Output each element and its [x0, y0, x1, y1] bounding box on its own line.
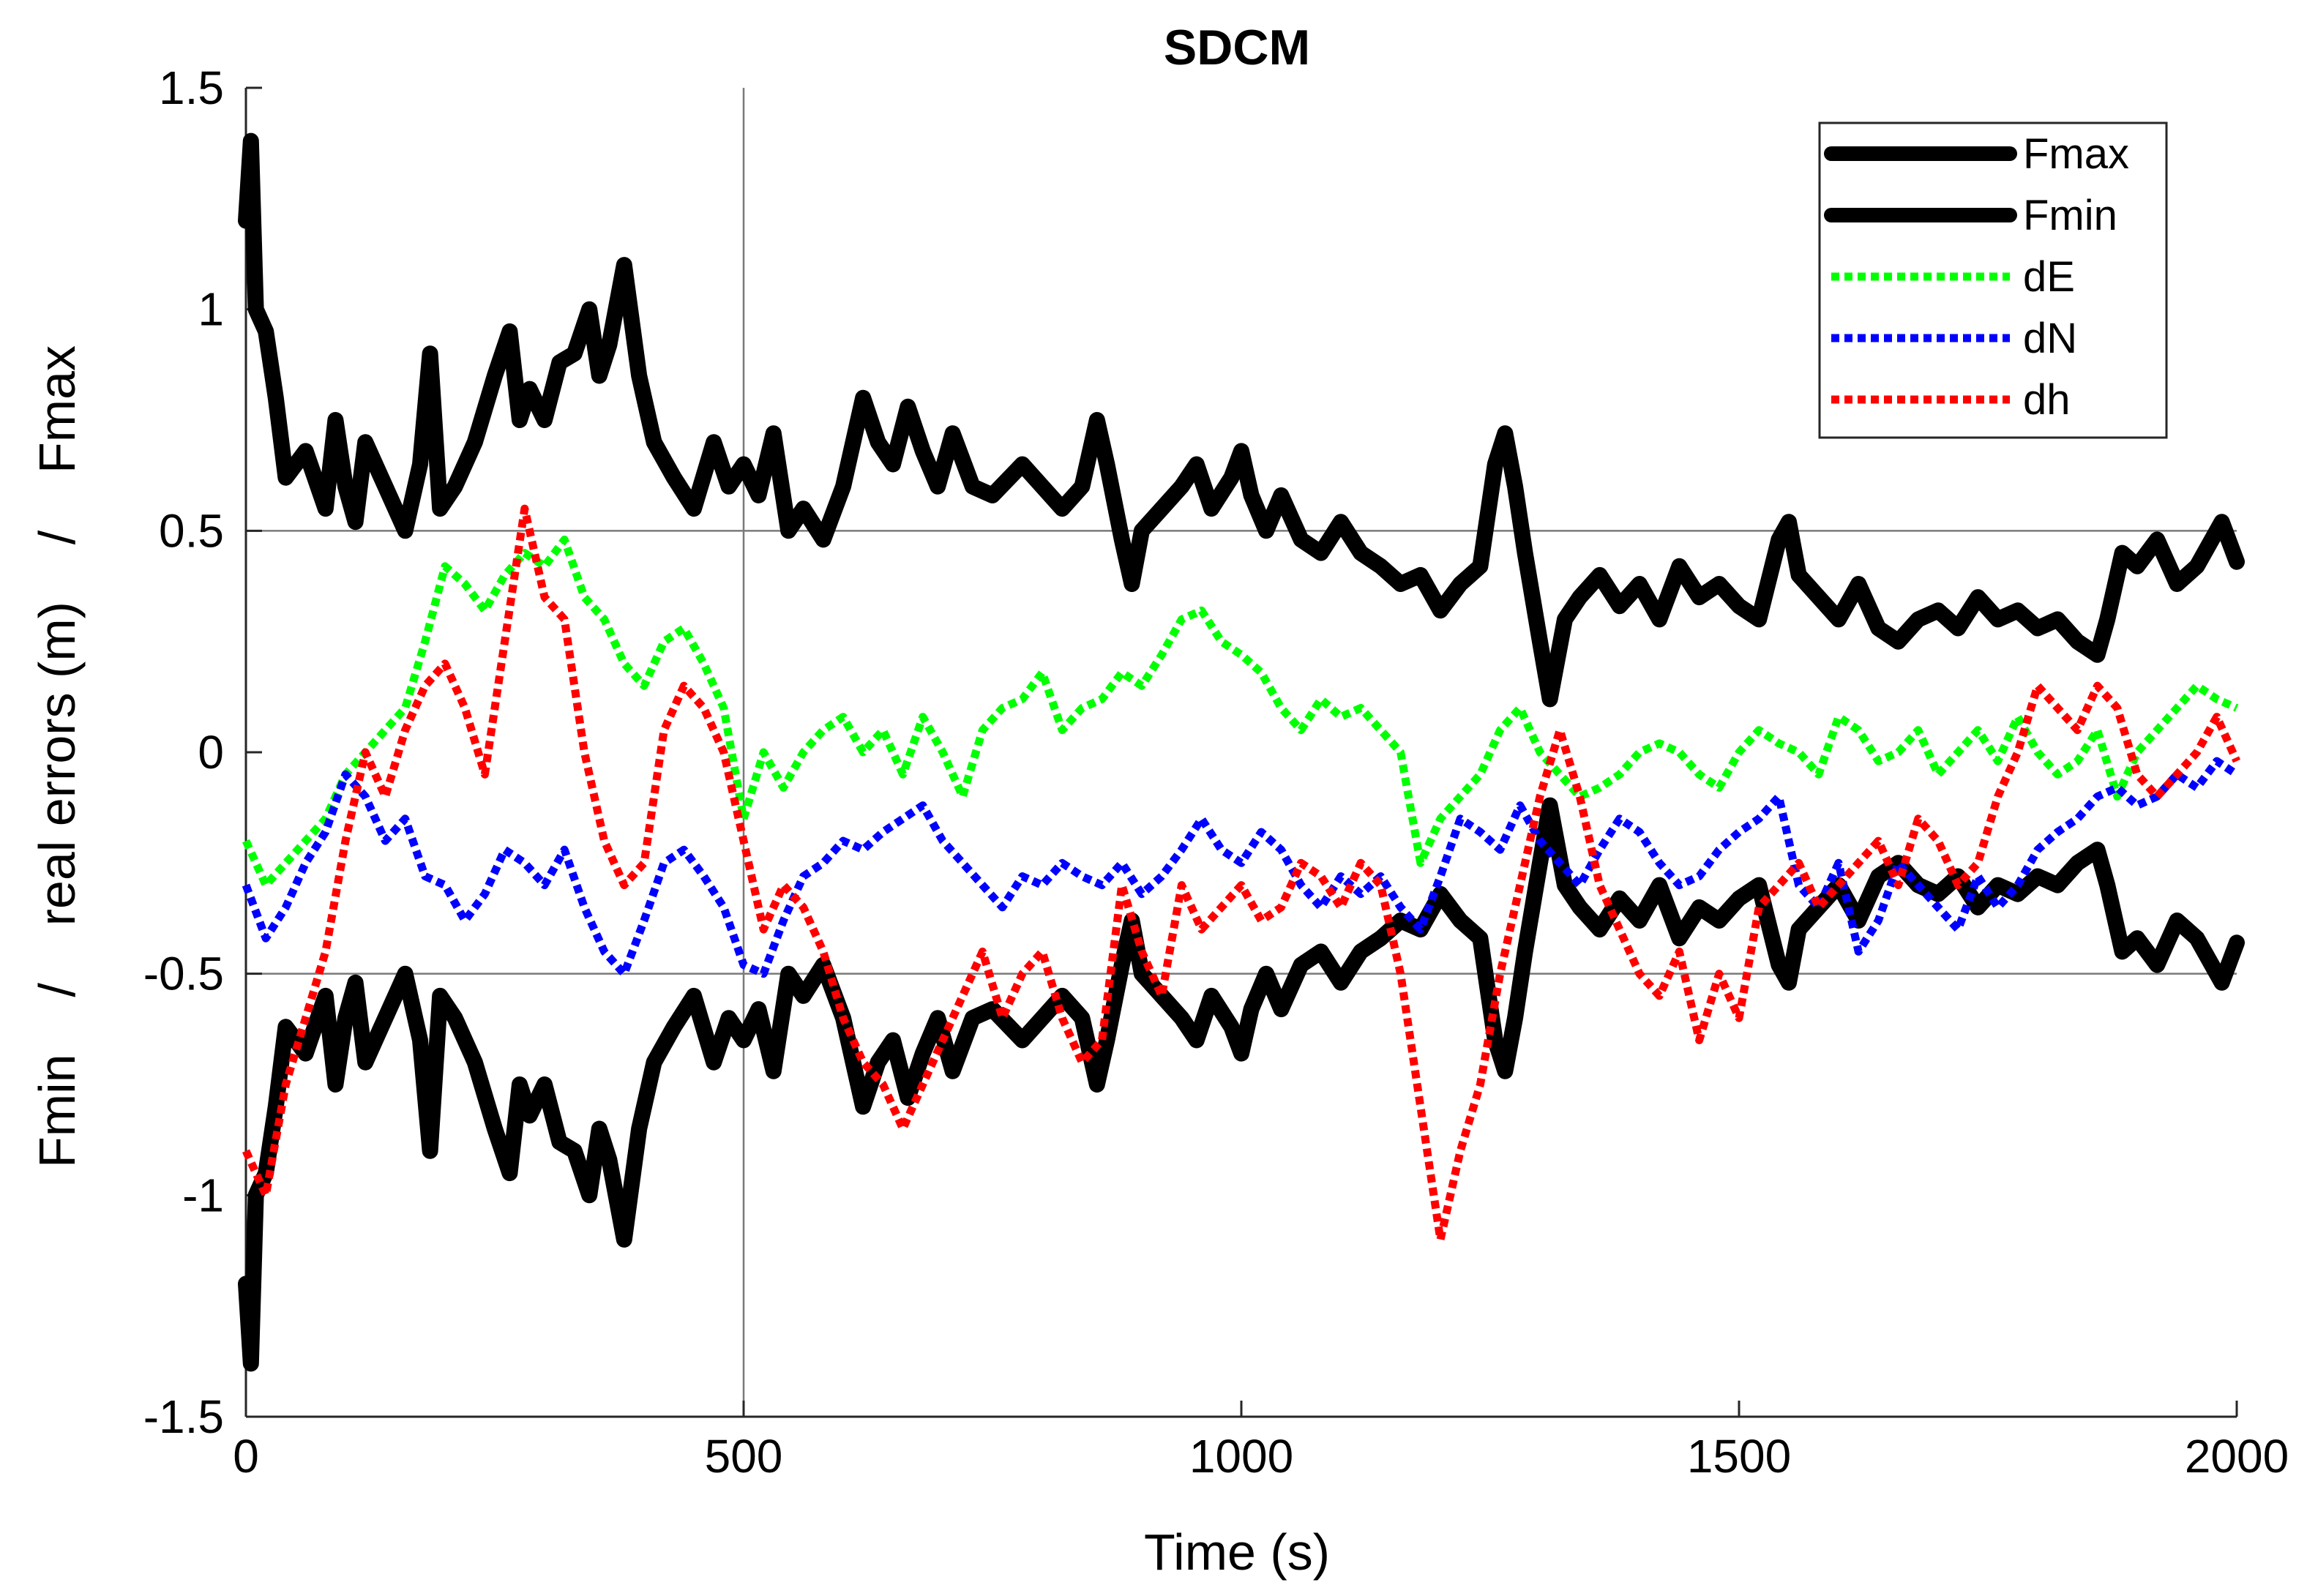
series-line-fmax: [238, 132, 2245, 708]
reference-lines: [246, 88, 2237, 1417]
x-tick-label: 0: [233, 1430, 259, 1483]
axes: [244, 86, 2238, 1418]
legend-label-de: dE: [2023, 253, 2075, 301]
x-axis-title: Time (s): [1144, 1524, 1330, 1581]
y-tick-label: 0: [198, 726, 224, 779]
series-line-dn: [242, 757, 2240, 978]
y-tick-label: 1: [198, 283, 224, 336]
x-tick-label: 2000: [2185, 1430, 2289, 1483]
legend-label-dn: dN: [2023, 315, 2077, 362]
x-tick-label: 500: [705, 1430, 783, 1483]
series-line-de: [242, 535, 2239, 890]
legend-label-dh: dh: [2023, 376, 2071, 424]
y-tick-label: 1.5: [159, 61, 224, 114]
y-axis-title: Fmin / real errors (m) / Fmax: [29, 345, 86, 1168]
legend-label-fmin: Fmin: [2023, 192, 2117, 239]
y-tick-label: -1: [182, 1169, 224, 1221]
x-tick-label: 1500: [1687, 1430, 1791, 1483]
chart-title: SDCM: [1164, 20, 1310, 75]
y-tick-label: -1.5: [143, 1390, 224, 1443]
legend: Fmax Fmin dE dN dh: [1818, 121, 2168, 439]
y-tick-label: -0.5: [143, 948, 224, 1000]
series-line-fmin: [238, 797, 2245, 1372]
plot-series: [238, 132, 2245, 1372]
legend-label-fmax: Fmax: [2023, 130, 2129, 178]
series-line-dh: [242, 504, 2241, 1244]
tick-labels: 0 500 1000 1500 2000 1.5 1 0.5 0 -0.5 -1 -1.5: [143, 61, 2289, 1483]
y-tick-label: 0.5: [159, 504, 224, 557]
x-tick-label: 1000: [1189, 1430, 1293, 1483]
